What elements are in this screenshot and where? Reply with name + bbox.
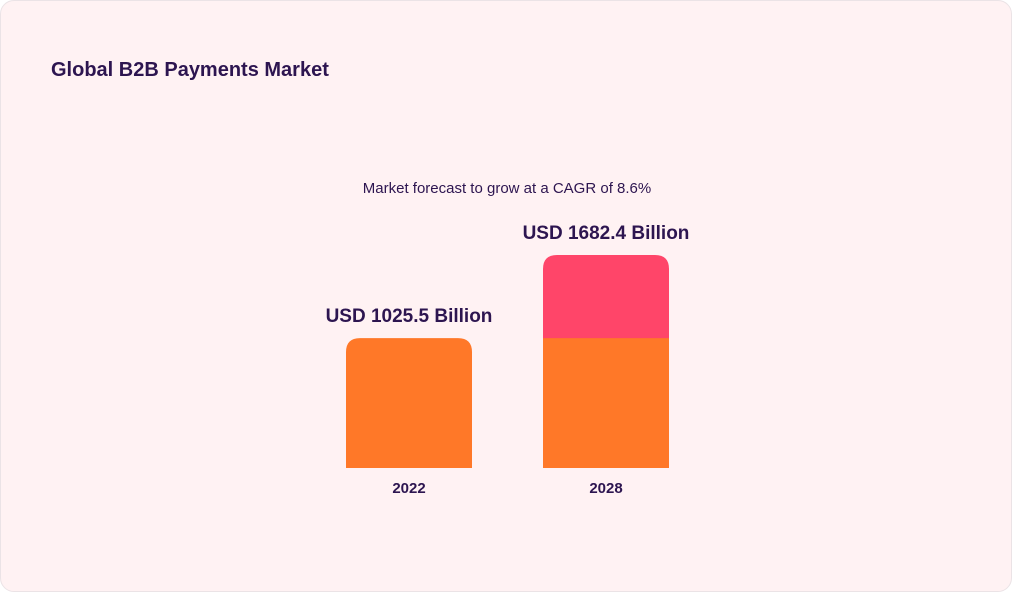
data-label-2022: USD 1025.5 Billion: [326, 306, 493, 327]
category-label-2028: 2028: [589, 480, 622, 497]
chart-title: Global B2B Payments Market: [51, 59, 329, 81]
data-label-2028: USD 1682.4 Billion: [523, 223, 690, 244]
category-label-2022: 2022: [392, 480, 425, 497]
chart-subtitle: Market forecast to grow at a CAGR of 8.6…: [363, 180, 651, 197]
bar-2028-base-segment: [543, 338, 669, 468]
bar-2022: [346, 338, 472, 468]
